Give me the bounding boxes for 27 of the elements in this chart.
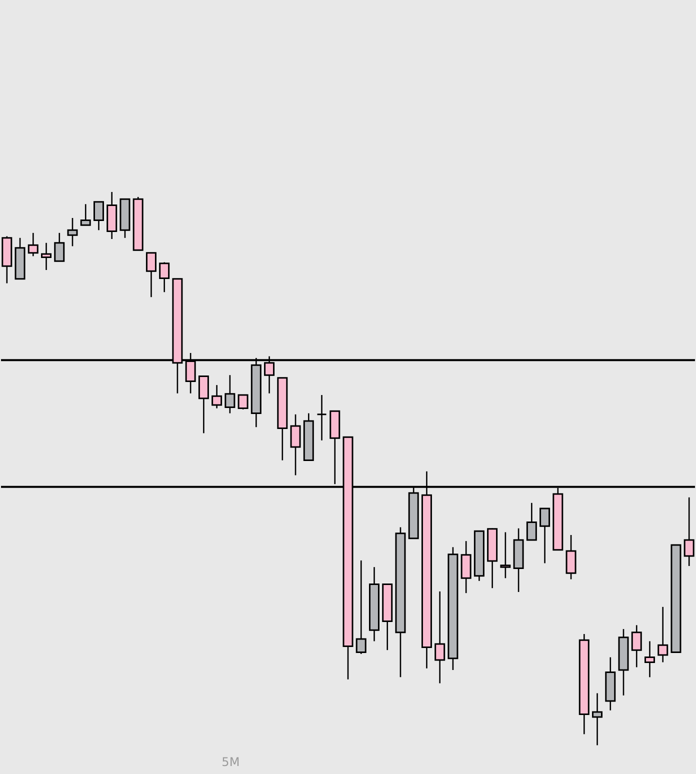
candlestick bbox=[198, 375, 209, 434]
candlestick bbox=[316, 394, 328, 442]
candlestick bbox=[500, 532, 511, 579]
candlestick bbox=[54, 232, 65, 262]
candlestick bbox=[540, 508, 550, 564]
candlestick bbox=[159, 262, 170, 293]
candlestick bbox=[434, 590, 446, 684]
candlestick bbox=[460, 540, 472, 594]
candlestick bbox=[566, 534, 576, 580]
candlestick bbox=[212, 384, 222, 409]
candlestick bbox=[67, 217, 78, 247]
candlestick bbox=[356, 560, 366, 655]
text: 5M bbox=[222, 755, 240, 769]
candlestick bbox=[684, 496, 694, 567]
candlestick bbox=[41, 242, 52, 271]
candlestick bbox=[28, 232, 38, 257]
candlestick bbox=[644, 640, 655, 678]
candlestick bbox=[93, 201, 104, 231]
candlestick bbox=[80, 204, 91, 226]
candlestick bbox=[658, 606, 668, 663]
candlestick bbox=[224, 374, 236, 414]
candlestick bbox=[592, 692, 603, 746]
candlestick bbox=[290, 414, 301, 476]
candlestick bbox=[526, 502, 537, 541]
candlestick bbox=[631, 624, 642, 668]
candlestick bbox=[146, 252, 156, 298]
candlestick bbox=[238, 394, 248, 410]
